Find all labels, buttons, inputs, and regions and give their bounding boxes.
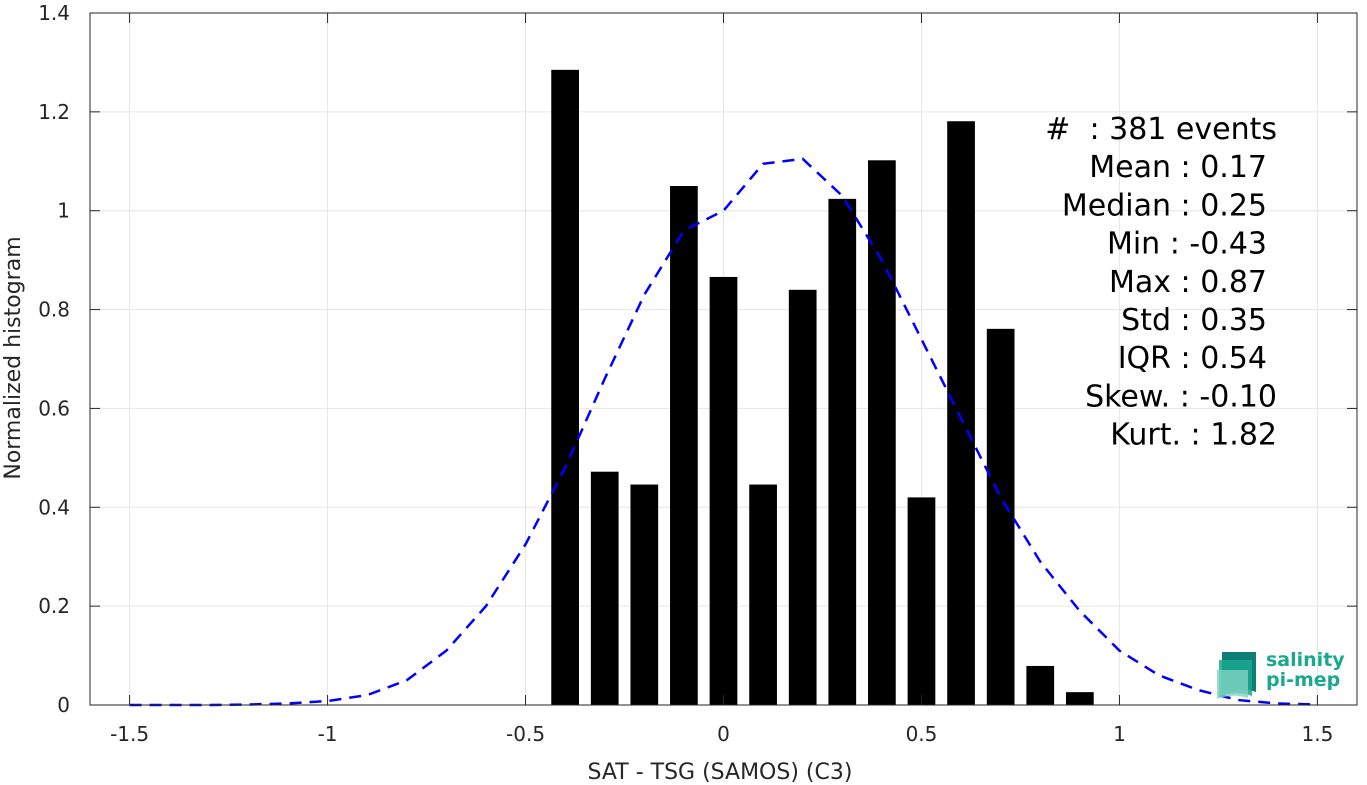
- stat-annotation: IQR : 0.54: [1118, 341, 1267, 376]
- histogram-bar: [709, 276, 738, 705]
- y-tick-label: 0.6: [38, 396, 70, 420]
- x-tick-label: 0: [717, 722, 730, 746]
- histogram-bar: [590, 471, 619, 705]
- histogram-bar: [788, 289, 817, 705]
- stat-annotation: Median : 0.25: [1062, 188, 1267, 223]
- stat-annotation: # : 381 events: [1045, 112, 1277, 147]
- histogram-bar: [670, 186, 698, 705]
- x-tick-label: 1.5: [1302, 722, 1334, 746]
- stat-annotation: Mean : 0.17: [1089, 150, 1267, 185]
- histogram-bars: [551, 69, 1094, 706]
- histogram-bar: [1026, 665, 1055, 705]
- x-tick-label: 0.5: [906, 722, 938, 746]
- histogram-bar: [749, 484, 777, 705]
- y-axis-ticks: 0 0.2 0.4 0.6 0.8 1 1.2 1.4: [38, 1, 1357, 717]
- stat-annotation: Max : 0.87: [1109, 265, 1267, 300]
- histogram-bar: [986, 328, 1015, 705]
- x-tick-label: -0.5: [506, 722, 545, 746]
- y-tick-label: 0.2: [38, 594, 70, 618]
- histogram-bar: [947, 121, 975, 705]
- logo-line1: salinity: [1266, 649, 1345, 671]
- histogram-bar: [1065, 692, 1094, 705]
- normal-fit-curve: [129, 157, 1318, 707]
- x-tick-label: -1: [318, 722, 338, 746]
- logo-waves-icon: [1217, 652, 1256, 699]
- stat-annotation: Min : -0.43: [1107, 227, 1267, 262]
- stat-annotation: Kurt. : 1.82: [1110, 418, 1277, 453]
- histogram-bar: [828, 198, 857, 705]
- stat-annotation: Skew. : -0.10: [1085, 379, 1277, 414]
- logo-line2: pi-mep: [1266, 669, 1340, 691]
- y-tick-label: 1: [57, 199, 70, 223]
- y-tick-label: 1.2: [38, 100, 70, 124]
- normal-fit-curve-group: [129, 157, 1318, 707]
- y-tick-label: 0.8: [38, 298, 70, 322]
- x-axis-title: SAT - TSG (SAMOS) (C3): [588, 760, 853, 785]
- y-tick-label: 1.4: [38, 1, 70, 25]
- y-tick-label: 0: [57, 693, 70, 717]
- y-tick-label: 0.4: [38, 495, 70, 519]
- y-axis-title: Normalized histogram: [1, 236, 26, 479]
- stat-annotation: Std : 0.35: [1121, 303, 1267, 338]
- histogram-bar: [551, 69, 579, 706]
- salinity-pi-mep-logo: salinity pi-mep: [1217, 649, 1345, 699]
- histogram-bar: [868, 160, 896, 706]
- x-tick-label: -1.5: [110, 722, 149, 746]
- histogram-bar: [630, 484, 659, 705]
- histogram-bar: [907, 497, 936, 705]
- x-tick-label: 1: [1113, 722, 1126, 746]
- x-axis-ticks: -1.5 -1 -0.5 0 0.5 1 1.5: [110, 13, 1333, 746]
